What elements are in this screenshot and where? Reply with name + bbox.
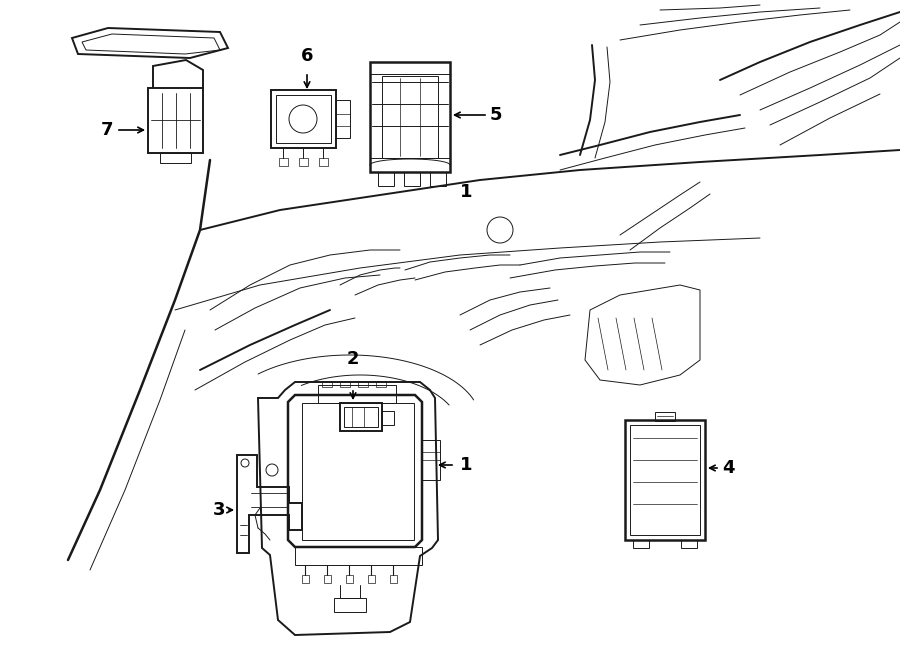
Bar — [319, 158, 328, 166]
Bar — [370, 62, 450, 172]
Bar — [346, 575, 353, 583]
Bar — [630, 425, 700, 535]
Bar — [404, 172, 420, 186]
Bar — [276, 95, 331, 143]
Bar — [336, 100, 350, 138]
Text: 7: 7 — [101, 121, 113, 139]
Bar — [302, 575, 309, 583]
Bar — [279, 158, 288, 166]
Bar — [382, 411, 394, 425]
Bar — [340, 403, 382, 431]
Bar — [160, 153, 191, 163]
Bar — [340, 381, 350, 387]
Bar — [334, 598, 366, 612]
Text: 1: 1 — [460, 456, 473, 474]
Bar — [625, 420, 705, 540]
Bar — [422, 440, 440, 480]
Bar — [378, 172, 394, 186]
Bar — [358, 381, 368, 387]
Text: 2: 2 — [346, 350, 359, 368]
Bar — [302, 403, 414, 540]
Bar — [390, 575, 397, 583]
Bar — [295, 547, 422, 565]
Bar — [681, 540, 697, 548]
Bar — [655, 412, 675, 421]
Bar — [299, 158, 308, 166]
Text: 4: 4 — [722, 459, 734, 477]
Bar — [318, 385, 396, 403]
Text: 6: 6 — [301, 47, 313, 65]
Text: 5: 5 — [490, 106, 502, 124]
Bar — [148, 88, 203, 153]
Bar — [322, 381, 332, 387]
Bar — [368, 575, 375, 583]
Bar — [633, 540, 649, 548]
Bar — [376, 381, 386, 387]
Bar — [382, 76, 438, 158]
Bar — [271, 90, 336, 148]
Text: 1: 1 — [460, 183, 473, 201]
Bar — [344, 407, 378, 427]
Bar — [430, 172, 446, 186]
Text: 3: 3 — [212, 501, 225, 519]
Bar — [324, 575, 331, 583]
